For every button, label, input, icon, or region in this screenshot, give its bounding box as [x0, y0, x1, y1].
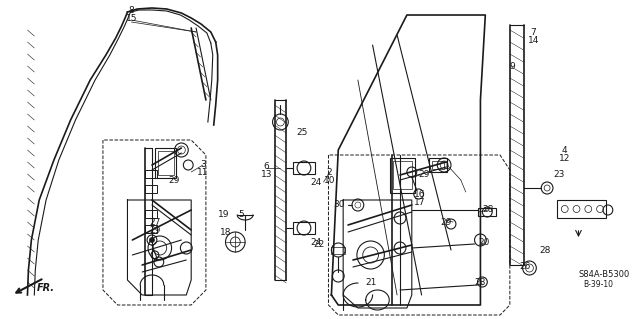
Text: 3: 3 [200, 160, 206, 169]
Text: 12: 12 [559, 154, 570, 163]
Text: 4: 4 [562, 146, 568, 155]
Text: 23: 23 [553, 170, 564, 179]
Text: 11: 11 [197, 168, 209, 177]
Text: B-39-10: B-39-10 [584, 280, 613, 289]
Text: 15: 15 [125, 14, 137, 23]
Text: 24: 24 [310, 178, 321, 187]
Text: 26: 26 [519, 262, 530, 271]
Text: S84A-B5300: S84A-B5300 [579, 270, 630, 279]
Text: 25: 25 [296, 128, 308, 137]
Text: 29: 29 [440, 218, 452, 227]
Text: 18: 18 [220, 228, 231, 237]
Text: 1: 1 [444, 162, 450, 171]
Bar [145, 210, 157, 218]
Text: 22: 22 [313, 240, 324, 249]
Bar [390, 158, 415, 193]
Bar [393, 161, 412, 189]
Text: 24: 24 [310, 238, 321, 247]
Text: 2: 2 [326, 168, 332, 177]
Bar [293, 162, 315, 174]
Text: 29: 29 [418, 170, 429, 179]
Text: 20: 20 [479, 238, 490, 247]
Bar [145, 185, 157, 193]
Text: 5: 5 [238, 210, 244, 219]
Text: 17: 17 [414, 198, 426, 207]
Text: 19: 19 [218, 210, 229, 219]
Text: 29: 29 [169, 176, 180, 185]
Text: 9: 9 [509, 62, 515, 71]
Bar [332, 247, 345, 254]
Bar [433, 161, 444, 169]
Bar [145, 225, 157, 233]
Bar [155, 148, 177, 178]
Text: 16: 16 [414, 190, 426, 199]
Text: 27: 27 [149, 218, 161, 227]
Text: 30: 30 [333, 200, 345, 209]
Text: 8: 8 [129, 6, 134, 15]
Text: 6: 6 [264, 162, 269, 171]
Text: 21: 21 [365, 278, 376, 287]
Text: 10: 10 [324, 176, 335, 185]
Text: 14: 14 [528, 36, 539, 45]
Text: 13: 13 [261, 170, 273, 179]
Text: 28: 28 [475, 278, 486, 287]
Bar [145, 170, 157, 178]
Bar [479, 208, 496, 216]
Text: FR.: FR. [37, 283, 55, 293]
Bar [158, 151, 173, 175]
Bar [429, 158, 447, 172]
Text: 7: 7 [531, 28, 536, 37]
Text: 28: 28 [483, 205, 494, 214]
Bar [293, 222, 315, 234]
Bar [557, 200, 606, 218]
Text: 29: 29 [149, 226, 161, 235]
Text: 28: 28 [540, 246, 551, 255]
Circle shape [150, 238, 154, 242]
